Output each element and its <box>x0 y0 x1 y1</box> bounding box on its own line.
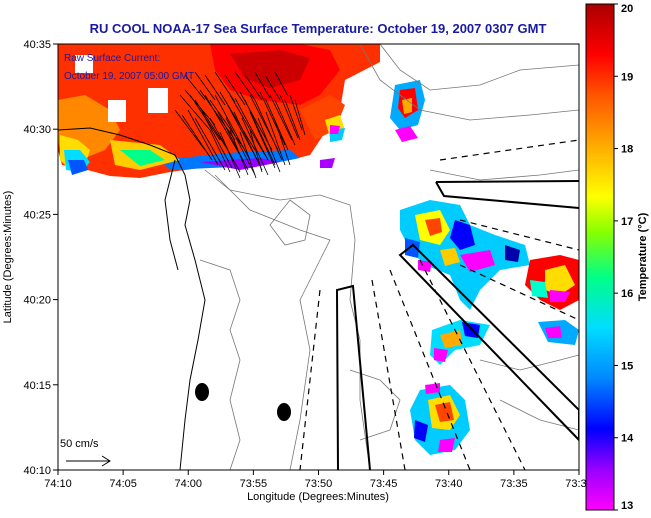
x-tick-label: 73:55 <box>240 478 268 490</box>
marker-dot-west <box>195 383 209 401</box>
sst-patch-north <box>58 44 380 178</box>
y-tick-label: 40:20 <box>23 295 51 307</box>
y-axis-ticks: 40:35 40:30 40:25 40:20 40:15 40:10 <box>23 39 58 477</box>
scale-arrow <box>66 455 111 467</box>
current-note-line2: October 19, 2007 05:00 GMT <box>64 71 194 82</box>
map-title: RU COOL NOAA-17 Sea Surface Temperature:… <box>90 21 547 36</box>
x-tick-label: 74:00 <box>174 478 202 490</box>
x-axis-label: Longitude (Degrees:Minutes) <box>247 491 389 503</box>
y-tick-label: 40:30 <box>23 124 51 136</box>
colorbar-tick-label: 17 <box>621 216 633 228</box>
x-tick-label: 73:50 <box>305 478 333 490</box>
sst-patch-south <box>410 383 470 455</box>
shipping-lanes <box>335 180 579 470</box>
colorbar-tick-label: 14 <box>621 433 634 445</box>
colorbar-tick-label: 18 <box>621 144 633 156</box>
colorbar-ticks: 20 19 18 17 16 15 14 13 <box>614 3 634 512</box>
colorbar-tick-label: 19 <box>621 71 633 83</box>
colorbar-tick-label: 13 <box>621 500 633 512</box>
y-tick-label: 40:35 <box>23 39 51 51</box>
y-tick-label: 40:15 <box>23 380 51 392</box>
y-axis-label: Latitude (Degrees:Minutes) <box>2 191 14 324</box>
marker-dot-east <box>277 403 291 421</box>
sst-patch-east-middle <box>400 200 530 310</box>
current-note-line1: Raw Surface Current: <box>64 53 160 64</box>
sst-patch-east-right <box>525 255 579 345</box>
dashed-radar-lines <box>299 139 579 470</box>
colorbar-tick-label: 16 <box>621 288 633 300</box>
x-tick-label: 73:40 <box>435 478 463 490</box>
colorbar-tick-label: 20 <box>621 3 633 15</box>
colorbar-label: Temperature (°C) <box>637 212 649 301</box>
coastline <box>58 127 206 470</box>
x-tick-label: 74:05 <box>109 478 137 490</box>
x-axis-ticks: 74:10 74:05 74:00 73:55 73:50 73:45 73:40 73:35… <box>44 470 593 490</box>
sst-patch-small-north <box>320 80 425 168</box>
colorbar <box>585 3 615 511</box>
y-tick-label: 40:25 <box>23 209 51 221</box>
surface-current-vectors <box>174 71 306 179</box>
y-tick-label: 40:10 <box>23 465 51 477</box>
scale-label: 50 cm/s <box>60 438 99 450</box>
x-tick-label: 73:35 <box>500 478 528 490</box>
colorbar-tick-label: 15 <box>621 360 633 372</box>
x-tick-label: 73:45 <box>370 478 398 490</box>
x-tick-label: 74:10 <box>44 478 72 490</box>
map-plot-area: Raw Surface Current: October 19, 2007 05… <box>58 44 579 470</box>
